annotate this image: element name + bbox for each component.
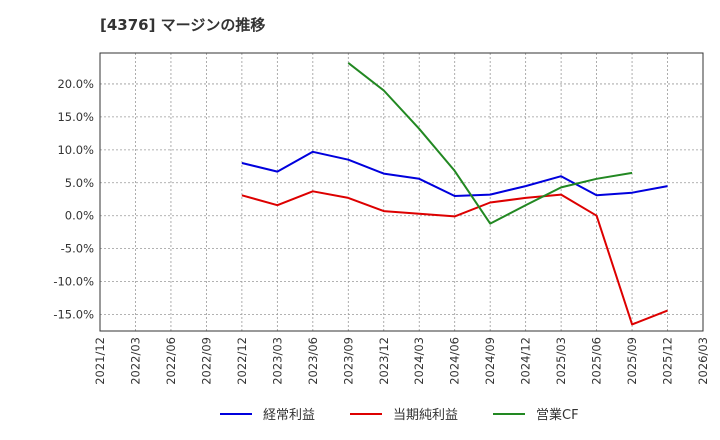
x-tick-label: 2024/06 bbox=[448, 337, 462, 385]
grid-layer bbox=[99, 53, 704, 331]
chart-title: [4376] マージンの推移 bbox=[100, 16, 266, 34]
y-tick-label: 0.0% bbox=[65, 209, 94, 223]
legend-label-1: 当期純利益 bbox=[393, 408, 458, 423]
x-tick-label: 2024/03 bbox=[412, 337, 426, 385]
x-tick-label: 2024/09 bbox=[483, 337, 497, 385]
x-tick-label: 2022/03 bbox=[128, 337, 142, 385]
legend: 経常利益 当期純利益 営業CF bbox=[220, 407, 579, 423]
y-tick-label: -10.0% bbox=[53, 275, 94, 289]
x-tick-label: 2023/06 bbox=[306, 337, 320, 385]
x-tick-label: 2025/09 bbox=[625, 337, 639, 385]
x-tick-label: 2022/06 bbox=[164, 337, 178, 385]
x-tick-label: 2025/06 bbox=[590, 337, 604, 385]
y-tick-label: -15.0% bbox=[53, 308, 94, 322]
x-tick-label: 2024/12 bbox=[519, 337, 533, 385]
y-tick-label: 20.0% bbox=[57, 77, 94, 91]
y-tick-label: 15.0% bbox=[57, 110, 94, 124]
series-line-0 bbox=[241, 150, 668, 197]
x-tick-label: 2023/09 bbox=[341, 337, 355, 385]
x-tick-label: 2025/03 bbox=[554, 337, 568, 385]
y-tick-label: 5.0% bbox=[65, 176, 94, 190]
axis-layer: 20.0% 15.0% 10.0% 5.0% 0.0% -5.0% -10.0% -15.0%… bbox=[53, 52, 710, 385]
x-tick-label: 2023/12 bbox=[377, 337, 391, 385]
x-tick-label: 2021/12 bbox=[93, 337, 107, 385]
legend-label-2: 営業CF bbox=[536, 407, 579, 423]
x-tick-label: 2022/12 bbox=[235, 337, 249, 385]
series-line-2 bbox=[347, 62, 633, 225]
series-line-1 bbox=[241, 190, 668, 326]
x-tick-label: 2022/09 bbox=[199, 337, 213, 385]
series-layer bbox=[241, 62, 668, 326]
plot-frame bbox=[99, 52, 704, 332]
y-tick-label: 10.0% bbox=[57, 143, 94, 157]
x-tick-label: 2025/12 bbox=[661, 337, 675, 385]
x-tick-label: 2026/03 bbox=[696, 337, 710, 385]
x-tick-label: 2023/03 bbox=[270, 337, 284, 385]
y-tick-label: -5.0% bbox=[61, 242, 94, 256]
legend-label-0: 経常利益 bbox=[263, 408, 315, 423]
